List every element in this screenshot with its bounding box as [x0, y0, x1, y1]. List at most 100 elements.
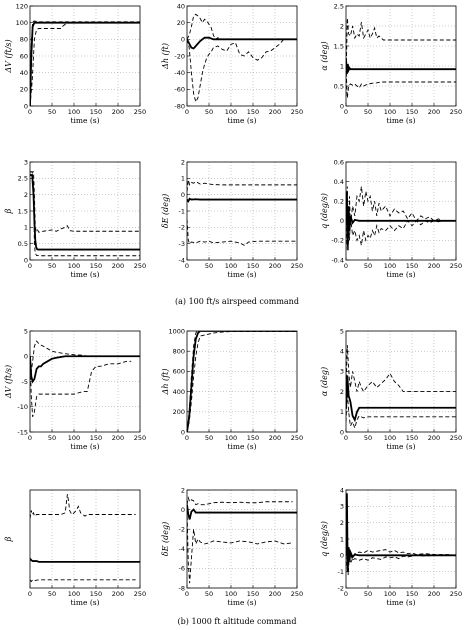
y-tick-label: 600	[173, 368, 185, 376]
y-tick-label: 2	[181, 158, 185, 166]
y-tick-label: -1	[338, 568, 344, 576]
x-tick-label: 0	[28, 590, 32, 598]
y-axis-label: q (deg/s)	[320, 521, 329, 557]
x-tick-label: 250	[134, 590, 146, 598]
series-line-bound-2	[30, 340, 88, 372]
chart-panel-b2: 0 50 100 150 200 250 0 200 400 600 800 1000 time (s)…	[161, 327, 303, 451]
x-axis-label: time (s)	[227, 598, 256, 607]
x-tick-label: 200	[112, 108, 124, 116]
y-tick-label: -0.4	[331, 256, 344, 264]
series-line-nominal-0	[346, 57, 456, 75]
y-tick-label: 1.5	[334, 42, 344, 50]
x-tick-label: 50	[364, 262, 372, 270]
series-line-bound-2	[30, 20, 140, 106]
x-axis-label: time (s)	[70, 598, 99, 607]
y-axis-label: β	[4, 536, 13, 542]
x-tick-label: 0	[185, 434, 189, 442]
x-tick-label: 150	[406, 262, 418, 270]
x-tick-label: 50	[48, 434, 56, 442]
x-tick-label: 200	[269, 108, 281, 116]
caption-b: (b) 1000 ft altitude command	[177, 617, 297, 626]
x-tick-label: 50	[205, 590, 213, 598]
y-tick-label: 2	[181, 486, 185, 494]
plot-area	[187, 331, 297, 432]
x-tick-label: 200	[428, 108, 440, 116]
y-tick-label: 40	[177, 2, 185, 10]
series-line-bound-2	[30, 579, 136, 583]
y-axis-label: Δh (ft)	[161, 43, 170, 70]
series-line-bound-1	[30, 494, 136, 519]
series-line-bound-2	[187, 13, 297, 41]
x-tick-label: 150	[406, 590, 418, 598]
x-tick-label: 100	[68, 590, 80, 598]
y-tick-label: -20	[174, 52, 185, 60]
series-line-nominal-0	[187, 331, 297, 432]
x-tick-label: 150	[406, 108, 418, 116]
x-tick-label: 150	[90, 590, 102, 598]
series-line-nominal-0	[30, 355, 140, 384]
y-axis-label: α (deg)	[320, 41, 329, 70]
plot-frame	[29, 489, 141, 589]
series-line-bound-1	[187, 38, 297, 104]
x-tick-label: 100	[225, 108, 237, 116]
series-line-bound-2	[30, 171, 140, 257]
caption-a: (a) 100 ft/s airspeed command	[175, 297, 299, 306]
x-tick-label: 0	[344, 262, 348, 270]
plot-frame	[345, 5, 457, 107]
series-line-bound-1	[346, 186, 443, 251]
x-tick-label: 200	[112, 590, 124, 598]
x-tick-label: 100	[225, 262, 237, 270]
x-tick-label: 0	[28, 108, 32, 116]
y-tick-label: 0	[24, 353, 28, 361]
plot-frame	[186, 489, 298, 589]
series-line-nominal-0	[346, 375, 456, 423]
x-tick-label: 200	[428, 262, 440, 270]
y-tick-label: 60	[20, 52, 28, 60]
series-line-nominal-0	[30, 558, 140, 563]
x-axis-label: time (s)	[227, 442, 256, 451]
x-axis-label: time (s)	[386, 116, 415, 125]
x-tick-label: 50	[48, 262, 56, 270]
x-tick-label: 250	[134, 108, 146, 116]
y-tick-label: -15	[17, 428, 28, 436]
chart-panel-a6: 0 50 100 150 200 250 -0.4 -0.2 0 0.2 0.4 0.6 time (s…	[320, 158, 462, 279]
x-tick-label: 50	[205, 108, 213, 116]
y-tick-label: -80	[174, 102, 185, 110]
x-tick-label: 150	[247, 262, 259, 270]
x-tick-label: 150	[247, 434, 259, 442]
x-tick-label: 0	[344, 590, 348, 598]
y-tick-label: 0	[340, 102, 344, 110]
series-line-nominal-0	[187, 504, 297, 520]
series-line-nominal-0	[346, 191, 456, 246]
x-tick-label: 250	[450, 108, 462, 116]
y-tick-label: 2.5	[18, 175, 28, 183]
y-tick-label: 0.2	[334, 198, 344, 206]
x-tick-label: 100	[68, 262, 80, 270]
y-tick-label: 3	[24, 158, 28, 166]
y-tick-label: 0	[24, 102, 28, 110]
y-tick-label: 20	[177, 19, 185, 27]
y-tick-label: -0.2	[331, 237, 344, 245]
chart-panel-b5: 0 50 100 150 200 250 -8 -6 -4 -2 0 2 time (s) δE (deg…	[161, 486, 303, 607]
y-tick-label: -6	[179, 565, 185, 573]
y-tick-label: -60	[174, 86, 185, 94]
y-tick-label: 0	[24, 256, 28, 264]
y-tick-label: 40	[20, 69, 28, 77]
y-tick-label: 400	[173, 388, 185, 396]
chart-panel-b4: 0 50 100 150 200 250 time (s) β	[4, 489, 146, 607]
y-tick-label: -40	[174, 69, 185, 77]
y-tick-label: 80	[20, 36, 28, 44]
x-tick-label: 150	[90, 434, 102, 442]
x-tick-label: 200	[428, 590, 440, 598]
x-tick-label: 50	[205, 262, 213, 270]
x-tick-label: 250	[291, 434, 303, 442]
x-tick-label: 150	[90, 108, 102, 116]
y-tick-label: -5	[22, 378, 28, 386]
y-tick-label: -4	[179, 256, 185, 264]
x-axis-label: time (s)	[70, 442, 99, 451]
plot-area	[346, 331, 456, 432]
y-axis-label: ΔV (ft/s)	[4, 365, 13, 399]
chart-panel-b6: 0 50 100 150 200 250 -2 -1 0 1 2 3 4 time (s) q (deg/s…	[320, 486, 462, 607]
y-tick-label: 0.4	[334, 178, 344, 186]
